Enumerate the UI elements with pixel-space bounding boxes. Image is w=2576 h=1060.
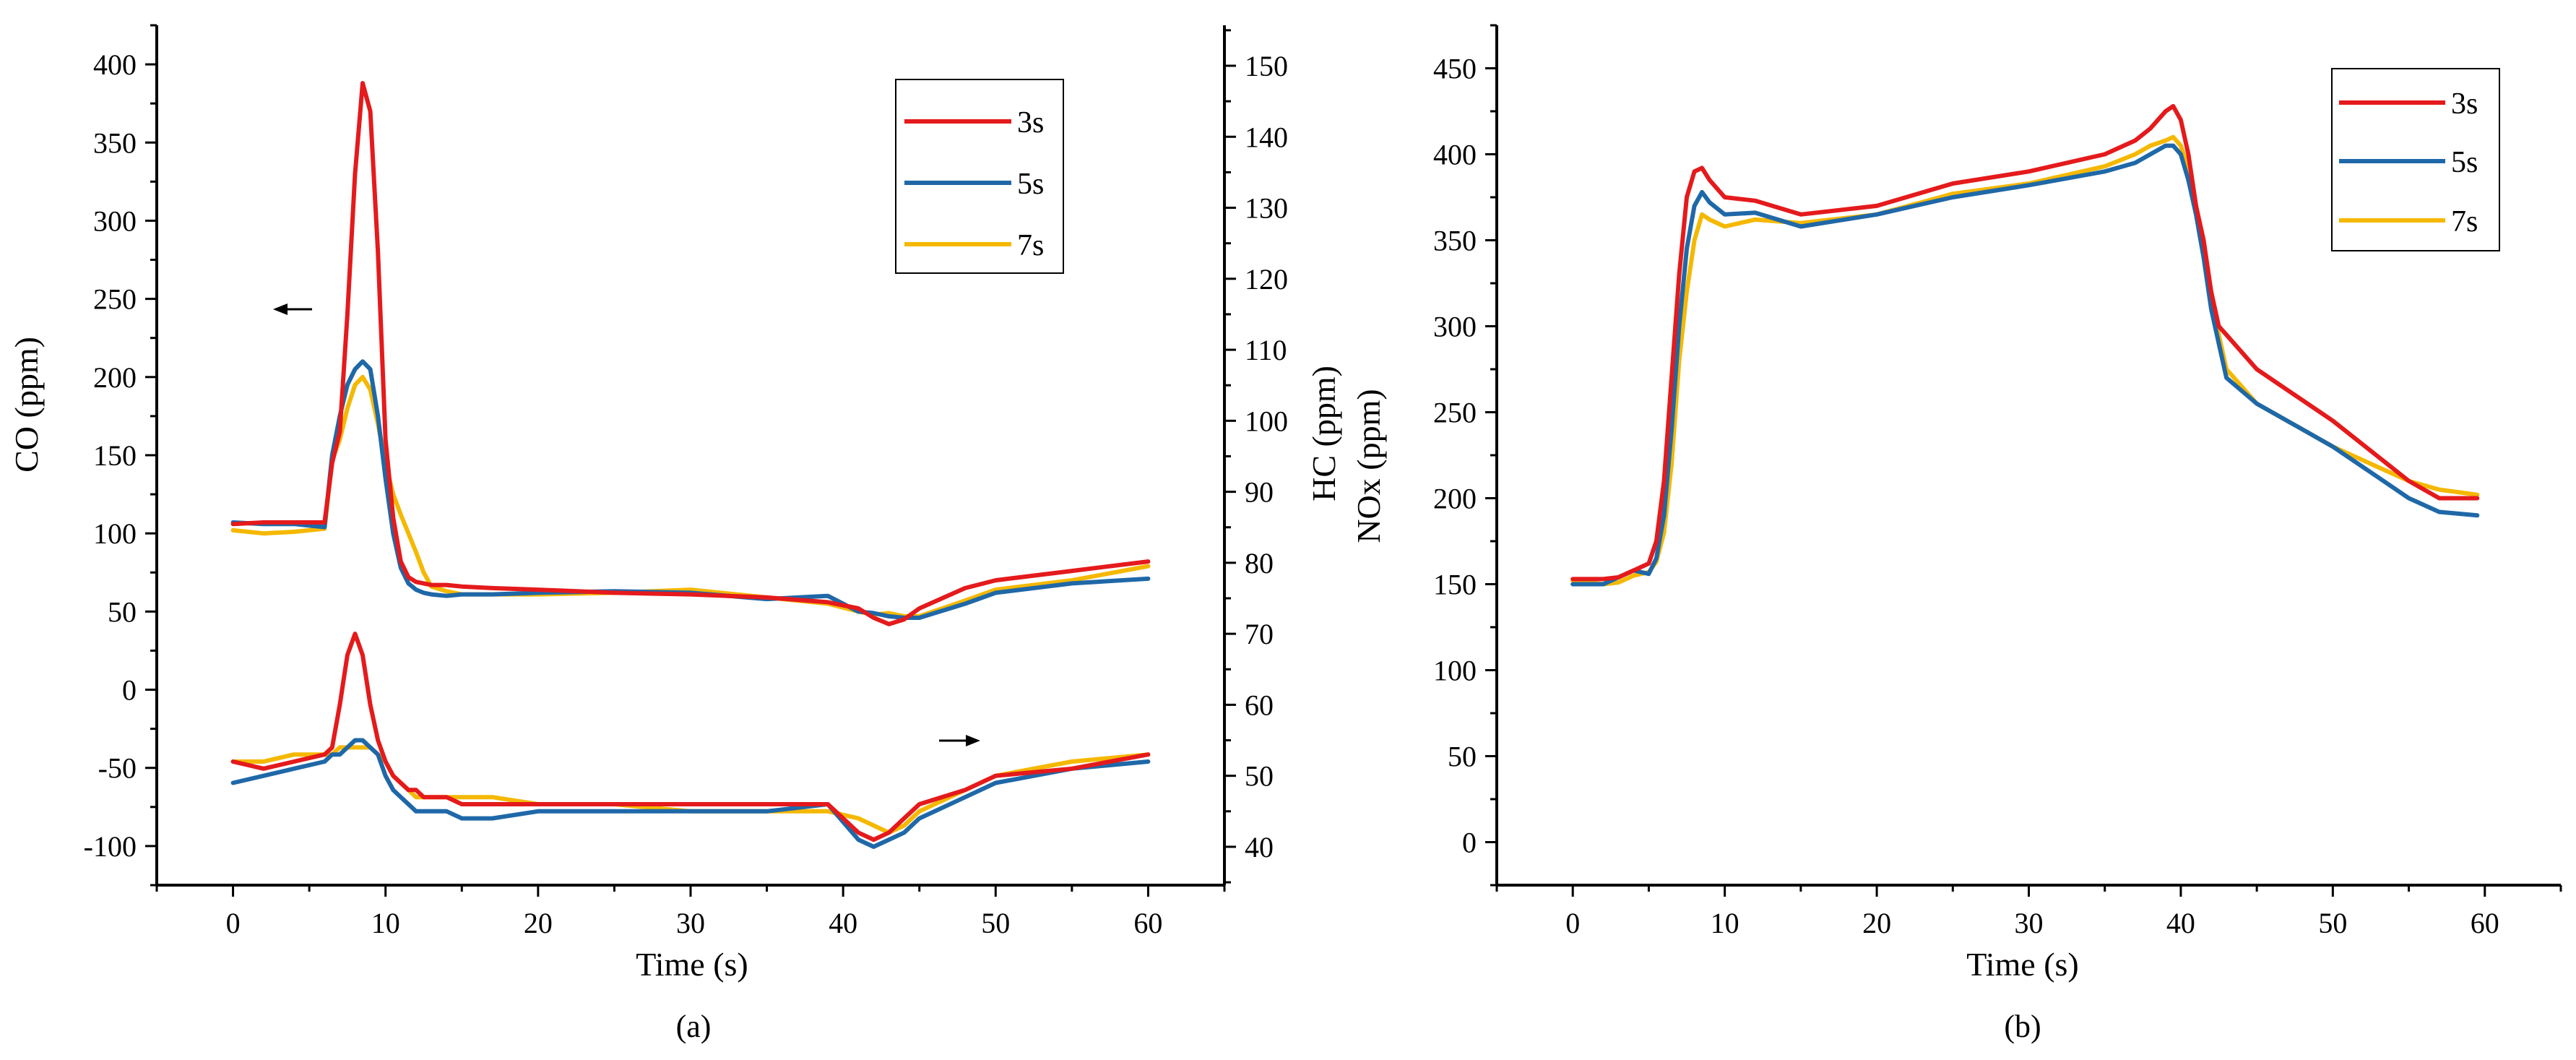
panel-b-y-tick-label: 300 [1433,311,1477,343]
panel-a-caption: (a) [676,1009,712,1044]
panel-b-y-tick-label: 100 [1433,655,1477,687]
panel-a-y-tick-label-left: 400 [93,48,137,81]
panel-a-x-tick-label: 30 [676,907,705,939]
panel-a-legend: 3s 5s 7s [895,79,1064,274]
panel-a-y-tick-label-right: 80 [1245,547,1274,579]
panel-b-series-nox-5s [1570,143,2480,587]
panel-a-legend-label-5s: 5s [1017,168,1044,201]
panel-a-legend-label-3s: 3s [1017,106,1044,139]
panel-a-y-tick-label-right: 110 [1245,334,1287,366]
panel-a-ticks: 0 10 20 30 40 50 60 400 350 300 250 200 150 100 50 0 -50… [84,24,1288,939]
panel-a: 0 10 20 30 40 50 60 400 350 300 250 200 150 100 50 0 -50… [8,24,1342,1044]
panel-a-y-tick-label-right: 40 [1245,831,1274,863]
panel-a-x-tick-label: 0 [226,907,241,939]
panel-b-y-tick-label: 350 [1433,225,1477,257]
panel-a-series-co-5s [230,359,1151,620]
panel-a-y-tick-label-left: 150 [93,439,137,472]
panel-b-legend-label-3s: 3s [2451,87,2478,121]
panel-a-y-tick-label-left: 100 [93,517,137,550]
panel-a-y-tick-label-right: 70 [1245,618,1274,650]
panel-a-series-co-3s [230,81,1151,626]
panel-a-y-tick-label-right: 100 [1245,405,1288,437]
panel-a-series-hc-5s [230,738,1151,849]
panel-b-y-tick-label: 450 [1433,53,1477,85]
panel-b-y-tick-label: 250 [1433,397,1477,429]
panel-a-lines [230,81,1151,849]
panel-b-x-tick-label: 30 [2015,907,2044,939]
panel-a-y-tick-label-left: 250 [93,283,137,316]
panel-b-y-tick-label: 0 [1462,827,1477,859]
panel-b: 0 10 20 30 40 50 60450400350300250200150100500… [1350,24,2562,1044]
panel-a-y-tick-label-right: 150 [1245,50,1288,82]
panel-b-legend: 3s 5s 7s [2331,68,2500,251]
panel-b-x-label: Time (s) [1966,946,2079,983]
panel-b-x-tick-label: 0 [1565,907,1580,939]
panel-a-series-hc-7s [230,745,1151,835]
panel-a-x-tick-label: 50 [981,907,1010,939]
panel-b-series-nox-3s [1570,103,2480,582]
panel-a-legend-label-7s: 7s [1017,229,1044,262]
panel-a-y-tick-label-right: 60 [1245,689,1274,721]
panel-a-y-label-right: HC (ppm) [1305,366,1342,501]
panel-a-annotations [273,303,980,746]
panel-a-x-tick-label: 40 [829,907,857,939]
panel-a-y-tick-label-left: 300 [93,204,137,237]
panel-b-x-tick-label: 10 [1711,907,1739,939]
panel-a-x-label: Time (s) [636,946,748,983]
panel-a-series-hc-3s [230,632,1151,843]
panel-b-lines [1570,103,2480,587]
panel-a-y-tick-label-left: 50 [108,595,137,628]
panel-a-y-tick-label-left: 200 [93,361,137,394]
panel-a-x-tick-label: 20 [524,907,553,939]
panel-b-y-label: NOx (ppm) [1350,389,1387,543]
panel-b-y-tick-label: 200 [1433,483,1477,515]
arrow-left-icon [273,303,312,315]
panel-a-y-tick-label-right: 120 [1245,263,1288,296]
panel-b-caption: (b) [2004,1009,2041,1044]
panel-a-y-tick-label-right: 130 [1245,192,1288,225]
panel-b-ticks: 0 10 20 30 40 50 60 450 400 350 300 250 200 150 100 50 0 [1433,24,2562,939]
panel-b-x-tick-label: 20 [1862,907,1891,939]
panel-a-y-tick-label-right: 50 [1245,760,1274,793]
panel-a-y-tick-label-right: 140 [1245,121,1288,153]
panel-a-y-tick-label-left: 0 [122,674,137,707]
panel-a-y-tick-label-right: 90 [1245,476,1274,509]
arrow-right-icon [939,735,980,746]
panel-a-y-tick-label-left: -100 [84,830,137,863]
panel-b-y-tick-label: 50 [1448,741,1477,773]
panel-b-x-tick-label: 60 [2471,907,2499,939]
panel-b-y-tick-label: 400 [1433,139,1477,171]
panel-a-legend-box [895,79,1064,274]
panel-a-x-tick-label: 60 [1133,907,1162,939]
panel-b-y-tick-label: 150 [1433,569,1477,601]
panel-a-y-tick-label-left: -50 [98,752,137,785]
panel-b-x-tick-label: 40 [2166,907,2195,939]
panel-b-x-tick-label: 50 [2318,907,2347,939]
panel-b-legend-label-5s: 5s [2451,146,2478,179]
panel-b-legend-label-7s: 7s [2451,205,2478,238]
panel-a-y-tick-label-left: 350 [93,126,137,159]
panel-a-x-tick-label: 10 [371,907,400,939]
panel-a-y-label-left: CO (ppm) [8,337,45,473]
